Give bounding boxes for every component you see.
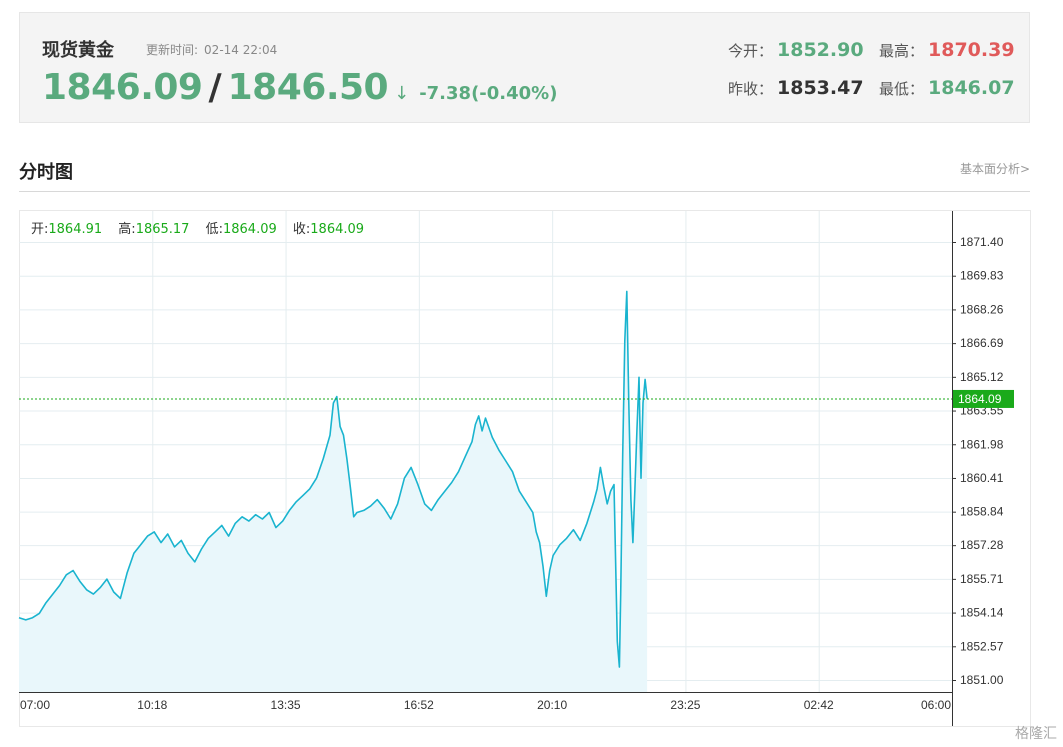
- y-tick-label: 1855.71: [960, 572, 1004, 586]
- ohlc-low-label: 低:: [206, 222, 223, 237]
- current-price-tag-text: 1864.09: [958, 392, 1002, 406]
- ohlc-high-label: 高:: [118, 221, 135, 237]
- low-value: 1846.07: [928, 77, 1015, 99]
- ohlc-high-value: 1865.17: [136, 222, 190, 237]
- y-tick-label: 1851.00: [960, 673, 1004, 687]
- high-label: 最高：: [879, 42, 925, 60]
- x-tick-label: 23:25: [670, 698, 700, 712]
- y-tick-label: 1866.69: [960, 336, 1004, 350]
- y-tick-label: 1865.12: [960, 370, 1004, 384]
- x-tick-label: 20:10: [537, 698, 567, 712]
- y-tick-label: 1869.83: [960, 269, 1004, 283]
- low-stat: 最低： 1846.07: [879, 77, 1015, 99]
- x-tick-label: 07:00: [20, 698, 50, 712]
- y-tick-labels: 1851.00 1852.57 1854.14 1855.71 1857.28 1858.…: [960, 235, 1004, 687]
- x-tick-label: 10:18: [137, 698, 167, 712]
- y-tick-label: 1858.84: [960, 505, 1004, 519]
- y-tick-label: 1868.26: [960, 302, 1004, 316]
- current-price-tag-box: [953, 389, 1014, 408]
- ohlc-readout: 开:1864.91 高:1865.17 低:1864.09 收:1864.09: [31, 221, 364, 237]
- open-stat: 今开： 1852.90: [728, 39, 864, 61]
- prev-close-value: 1853.47: [777, 77, 864, 99]
- watermark: 格隆汇: [1015, 726, 1057, 742]
- low-label: 最低：: [879, 80, 925, 98]
- open-value: 1852.90: [777, 39, 864, 61]
- y-tick-label: 1861.98: [960, 437, 1004, 451]
- price-line-series: [18, 290, 648, 668]
- ohlc-close-label: 收:: [293, 222, 310, 237]
- section-title: 分时图: [19, 162, 73, 183]
- y-tick-label: 1871.40: [960, 235, 1004, 249]
- bid-price: 1846.09: [42, 67, 203, 108]
- x-tick-labels: 07:00 10:18 13:35 16:52 20:10 23:25 02:42 06:00: [20, 698, 951, 712]
- y-tick-label: 1860.41: [960, 471, 1004, 485]
- current-price-tag: 1864.09: [953, 389, 1014, 408]
- prev-close-stat: 昨收： 1853.47: [728, 77, 864, 99]
- price-area: [19, 291, 648, 692]
- ohlc-open-label: 开:: [31, 222, 48, 237]
- x-tick-label: 02:42: [804, 698, 834, 712]
- y-tick-label: 1854.14: [960, 606, 1004, 620]
- arrow-down-icon: ↓: [394, 83, 410, 104]
- fundamental-analysis-link[interactable]: 基本面分析>: [959, 162, 1030, 176]
- ohlc-open-value: 1864.91: [48, 222, 102, 237]
- ask-price: 1846.50: [227, 67, 389, 108]
- price-line: 1846.09/1846.50 ↓ -7.38(-0.40%): [42, 67, 557, 108]
- ohlc-low-value: 1864.09: [223, 222, 277, 237]
- prev-close-label: 昨收：: [728, 80, 774, 98]
- instrument-name: 现货黄金: [42, 40, 114, 61]
- high-stat: 最高： 1870.39: [879, 39, 1015, 61]
- open-label: 今开：: [728, 42, 774, 60]
- high-value: 1870.39: [928, 39, 1015, 61]
- y-tick-label: 1857.28: [960, 538, 1004, 552]
- quote-panel: 现货黄金 更新时间: 02-14 22:04 1846.09/1846.50 ↓ -7…: [19, 12, 1030, 123]
- x-tick-label: 13:35: [271, 698, 301, 712]
- section-divider: [19, 191, 1030, 192]
- price-separator: /: [208, 67, 222, 108]
- price-change: -7.38(-0.40%): [419, 83, 558, 104]
- y-tick-label: 1852.57: [960, 639, 1004, 653]
- x-tick-label: 06:00: [921, 698, 951, 712]
- x-tick-label: 16:52: [404, 698, 434, 712]
- update-time-value: 02-14 22:04: [204, 43, 278, 57]
- update-time: 更新时间: 02-14 22:04: [146, 41, 277, 58]
- ohlc-close-value: 1864.09: [310, 222, 364, 237]
- update-time-label: 更新时间:: [146, 43, 199, 57]
